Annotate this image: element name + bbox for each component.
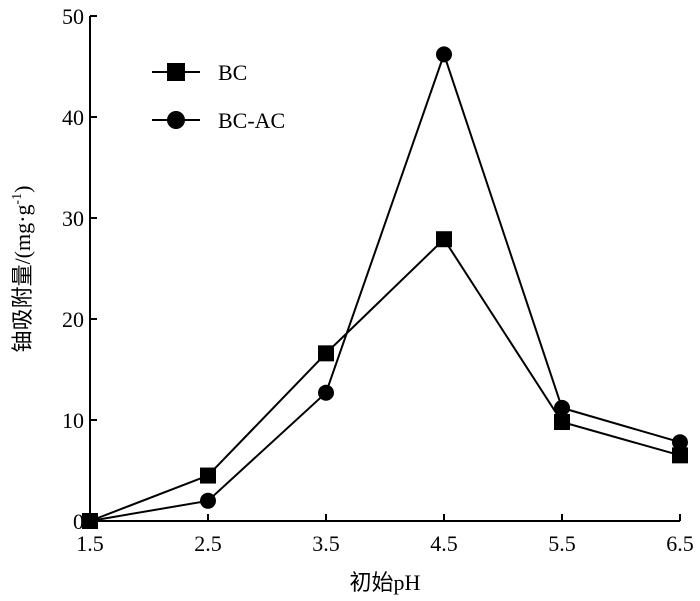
data-point-bc-ac bbox=[318, 384, 334, 401]
legend-marker-bc bbox=[167, 63, 185, 81]
y-axis-title-superscript: -1 bbox=[10, 193, 25, 205]
legend-marker-bc-ac bbox=[167, 111, 185, 129]
y-axis-title: 铀吸附量/(mg·g-1) bbox=[10, 186, 35, 353]
data-point-bc bbox=[436, 231, 452, 248]
y-axis-title-main: 铀吸附量/(mg·g bbox=[10, 205, 35, 353]
y-tick-label: 0 bbox=[73, 509, 84, 534]
y-tick-label: 10 bbox=[62, 408, 84, 433]
data-point-bc-ac bbox=[200, 492, 216, 509]
legend-label-bc: BC bbox=[218, 60, 247, 85]
legend-item-bc: BC bbox=[152, 60, 247, 85]
y-axis-title-close: ) bbox=[10, 186, 35, 193]
legend: BC BC-AC bbox=[152, 60, 285, 133]
data-point-bc bbox=[200, 467, 216, 484]
data-point-bc-ac bbox=[82, 513, 98, 529]
data-point-bc-ac bbox=[554, 399, 570, 416]
y-tick-label: 20 bbox=[62, 307, 84, 332]
x-axis-title: 初始pH bbox=[350, 570, 421, 595]
y-tick-label: 30 bbox=[62, 206, 84, 231]
y-tick-label: 40 bbox=[62, 105, 84, 130]
data-point-bc bbox=[554, 414, 570, 431]
axes bbox=[89, 16, 680, 522]
y-tick-label: 50 bbox=[62, 4, 84, 29]
x-tick-label: 4.5 bbox=[430, 531, 458, 556]
series-line-bc bbox=[89, 237, 681, 522]
legend-label-bc-ac: BC-AC bbox=[218, 108, 285, 133]
x-tick-label: 1.5 bbox=[76, 531, 104, 556]
x-tick-label: 2.5 bbox=[194, 531, 222, 556]
data-point-bc-ac bbox=[436, 46, 452, 63]
x-tick-label: 5.5 bbox=[548, 531, 576, 556]
x-tick-label: 3.5 bbox=[312, 531, 340, 556]
series-layer bbox=[82, 46, 688, 529]
y-ticks: 0 10 20 30 40 50 bbox=[62, 4, 97, 534]
data-point-bc bbox=[318, 345, 334, 362]
x-ticks: 1.5 2.5 3.5 4.5 5.5 6.5 bbox=[76, 514, 694, 556]
data-point-bc-ac bbox=[672, 434, 688, 451]
series-line-bc-ac bbox=[89, 51, 681, 522]
data-point-bc bbox=[672, 447, 688, 464]
legend-item-bc-ac: BC-AC bbox=[152, 108, 285, 133]
x-tick-label: 6.5 bbox=[666, 531, 694, 556]
